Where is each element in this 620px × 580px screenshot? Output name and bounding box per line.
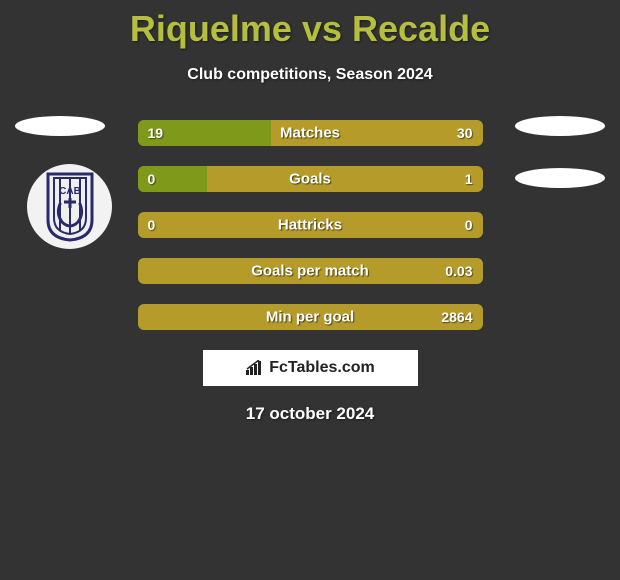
shield-icon: CAB [42, 172, 98, 242]
stat-row: Matches 19 30 [138, 120, 483, 146]
date-text: 17 october 2024 [0, 404, 620, 424]
player2-avatar-placeholder [515, 116, 605, 136]
stat-row: Goals 0 1 [138, 166, 483, 192]
player2-club-placeholder [515, 168, 605, 188]
subtitle: Club competitions, Season 2024 [0, 66, 620, 84]
player1-club-logo: CAB [27, 164, 112, 249]
stat-value-right: 0.03 [445, 263, 472, 279]
brand-text: FcTables.com [269, 359, 375, 377]
stat-label: Goals per match [251, 263, 369, 280]
stat-label: Hattricks [278, 217, 342, 234]
stat-value-left: 0 [148, 171, 156, 187]
stat-value-right: 2864 [441, 309, 472, 325]
page-title: Riquelme vs Recalde [0, 0, 620, 50]
stat-value-right: 1 [465, 171, 473, 187]
stat-label: Min per goal [266, 309, 354, 326]
stat-value-right: 30 [457, 125, 473, 141]
stat-bars: Matches 19 30 Goals 0 1 Hattricks 0 0 Goals per m… [138, 120, 483, 330]
stat-row: Hattricks 0 0 [138, 212, 483, 238]
stat-label: Goals [289, 171, 331, 188]
vs-text: vs [302, 8, 342, 49]
stat-value-left: 0 [148, 217, 156, 233]
chart-icon [245, 360, 263, 376]
stat-row: Min per goal 2864 [138, 304, 483, 330]
stat-row: Goals per match 0.03 [138, 258, 483, 284]
stat-value-right: 0 [465, 217, 473, 233]
comparison-panel: CAB Matches 19 30 Goals 0 1 Hattricks 0 0 Goals p… [0, 120, 620, 424]
svg-text:CAB: CAB [59, 186, 81, 197]
player1-name: Riquelme [130, 8, 292, 49]
stat-label: Matches [280, 125, 340, 142]
stat-value-left: 19 [148, 125, 164, 141]
player2-name: Recalde [352, 8, 490, 49]
player1-avatar-placeholder [15, 116, 105, 136]
brand-footer[interactable]: FcTables.com [203, 350, 418, 386]
